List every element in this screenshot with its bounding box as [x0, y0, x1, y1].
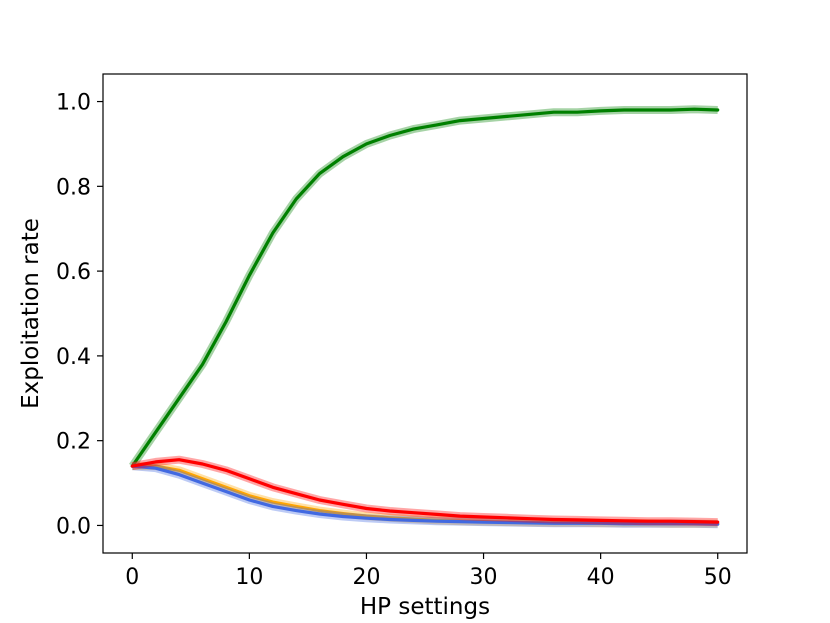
x-tick-label: 0: [125, 565, 139, 590]
y-tick-label: 1.0: [56, 91, 91, 116]
series-line-3: [130, 458, 720, 524]
x-tick-label: 50: [704, 565, 732, 590]
y-tick-label: 0.6: [56, 260, 91, 285]
x-tick-label: 30: [470, 565, 498, 590]
x-axis-label: HP settings: [360, 594, 490, 620]
series-line-0: [130, 107, 720, 468]
y-tick-label: 0.4: [56, 345, 91, 370]
x-tick-label: 20: [352, 565, 380, 590]
series-line-2: [130, 464, 720, 526]
y-axis-label: Exploitation rate: [18, 218, 44, 409]
x-axis-ticks: 0 10 20 30 40 50: [125, 553, 732, 590]
plot-frame: [102, 73, 748, 554]
y-tick-label: 0.8: [56, 175, 91, 200]
series-band-0: [129, 105, 718, 469]
series-layer: [129, 105, 720, 529]
y-tick-label: 0.0: [56, 514, 91, 539]
x-tick-label: 10: [235, 565, 263, 590]
x-tick-label: 40: [587, 565, 615, 590]
y-axis-ticks: 0.0 0.2 0.4 0.6 0.8 1.0: [56, 91, 103, 539]
y-tick-label: 0.2: [56, 430, 91, 455]
